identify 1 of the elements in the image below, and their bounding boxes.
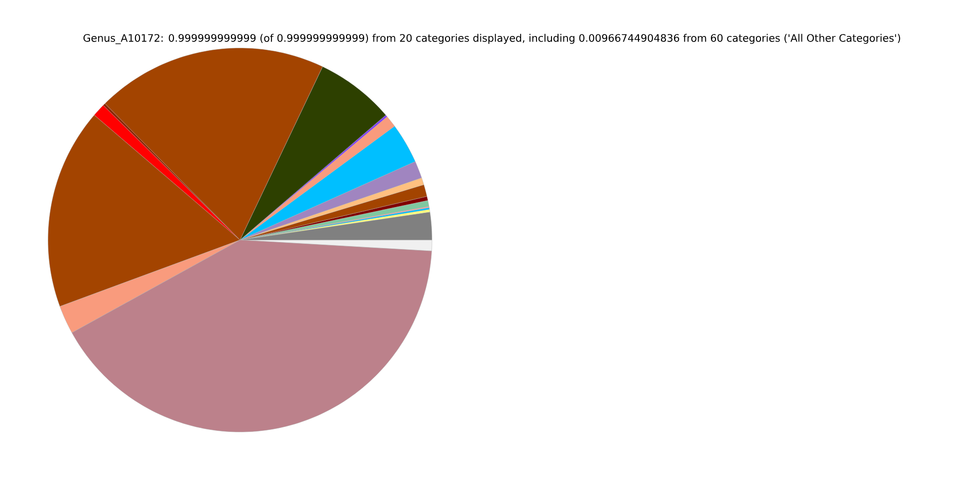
- text: Genus_A10172: 0.999999999999 (of 0.999999999999) from 20 categories displayed, including 0.00966744904836 from 60 categories ('All Other Categories'): [84, 34, 900, 44]
